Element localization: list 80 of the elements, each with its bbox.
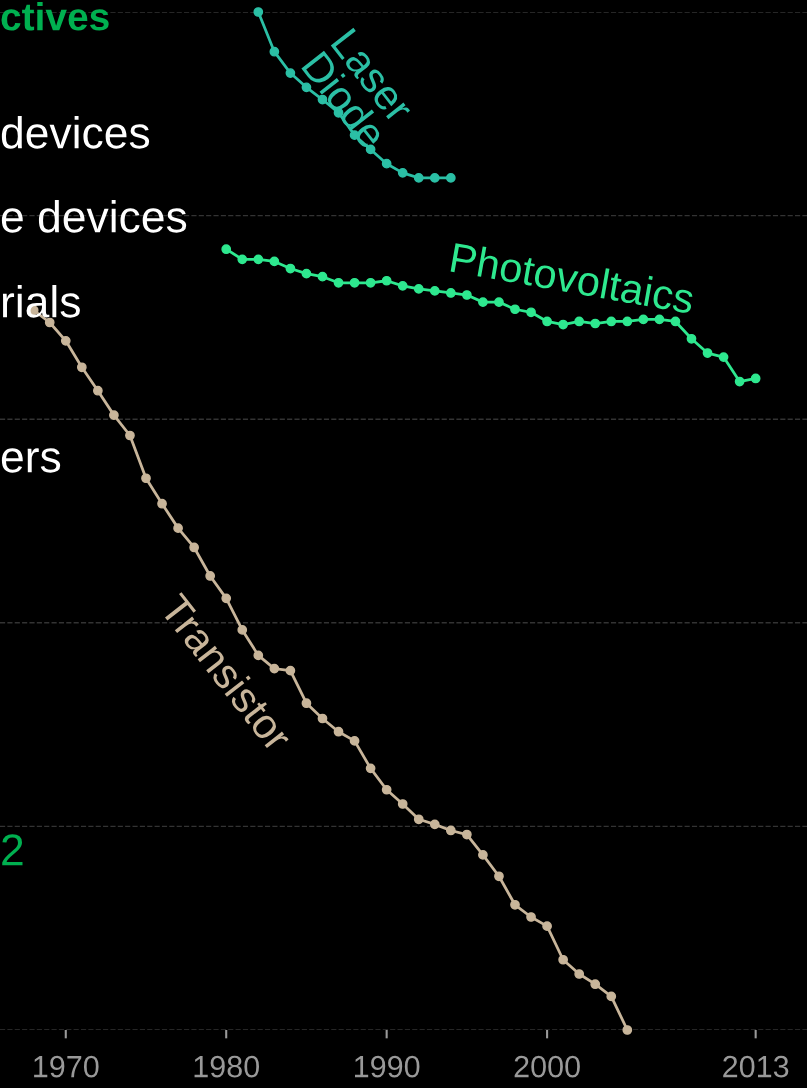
point [413, 284, 424, 294]
point [269, 256, 280, 267]
point [429, 819, 440, 830]
point [494, 871, 504, 882]
point [558, 319, 568, 330]
point [141, 473, 151, 484]
point [285, 263, 296, 274]
point [429, 173, 440, 183]
point [462, 829, 472, 840]
point [397, 167, 408, 178]
point [109, 410, 119, 420]
point [397, 799, 408, 809]
point [445, 825, 456, 836]
point [413, 814, 424, 825]
point [173, 523, 183, 533]
point [622, 1025, 633, 1035]
point [349, 277, 360, 288]
point [606, 991, 617, 1002]
point [590, 318, 601, 329]
annotation: ers [1, 448, 61, 473]
annotation: 2 [2, 834, 23, 866]
point [125, 430, 135, 441]
point [542, 921, 552, 932]
point [157, 498, 167, 509]
point [365, 763, 376, 774]
point [686, 333, 697, 344]
point [333, 277, 344, 288]
point [269, 46, 280, 57]
point [478, 850, 488, 860]
annotation: rials [2, 285, 80, 318]
x-tick-label: 1970 [34, 1055, 99, 1078]
point [253, 7, 264, 17]
x-tick-label: 1990 [355, 1055, 420, 1078]
point [301, 268, 312, 279]
annotation: ctives [1, 2, 109, 31]
annotation: e devices [1, 200, 187, 233]
point [445, 173, 456, 183]
point [205, 571, 216, 581]
point [44, 317, 55, 328]
point [221, 244, 232, 255]
point [317, 713, 328, 724]
point [301, 698, 312, 709]
point [189, 542, 199, 553]
point [60, 335, 71, 346]
point [510, 899, 520, 910]
point [76, 362, 87, 373]
point [365, 277, 376, 288]
point [718, 352, 729, 362]
point [237, 254, 248, 265]
point [622, 316, 633, 327]
point [93, 385, 103, 396]
point [574, 969, 585, 979]
annotation: devices [1, 116, 150, 149]
point [381, 275, 392, 286]
point [638, 314, 649, 325]
point [558, 954, 568, 965]
point [285, 68, 296, 78]
point [750, 373, 761, 384]
x-tick-label: 2000 [514, 1055, 580, 1078]
point [526, 912, 536, 922]
point [734, 376, 745, 387]
point [381, 784, 392, 795]
point [702, 348, 713, 358]
text: Photovoltaics [450, 241, 696, 315]
point [333, 726, 344, 737]
point [429, 286, 440, 296]
x-tick-label: 1980 [194, 1055, 260, 1078]
point [397, 280, 408, 291]
point [253, 254, 264, 265]
point [542, 316, 552, 327]
point [317, 271, 328, 282]
point [381, 158, 392, 169]
point [574, 316, 585, 327]
point [349, 736, 360, 746]
x-tick-label: 2013 [723, 1055, 789, 1078]
point [606, 316, 617, 327]
point [670, 316, 681, 327]
point [590, 979, 601, 990]
point [654, 314, 665, 325]
point [413, 173, 424, 183]
